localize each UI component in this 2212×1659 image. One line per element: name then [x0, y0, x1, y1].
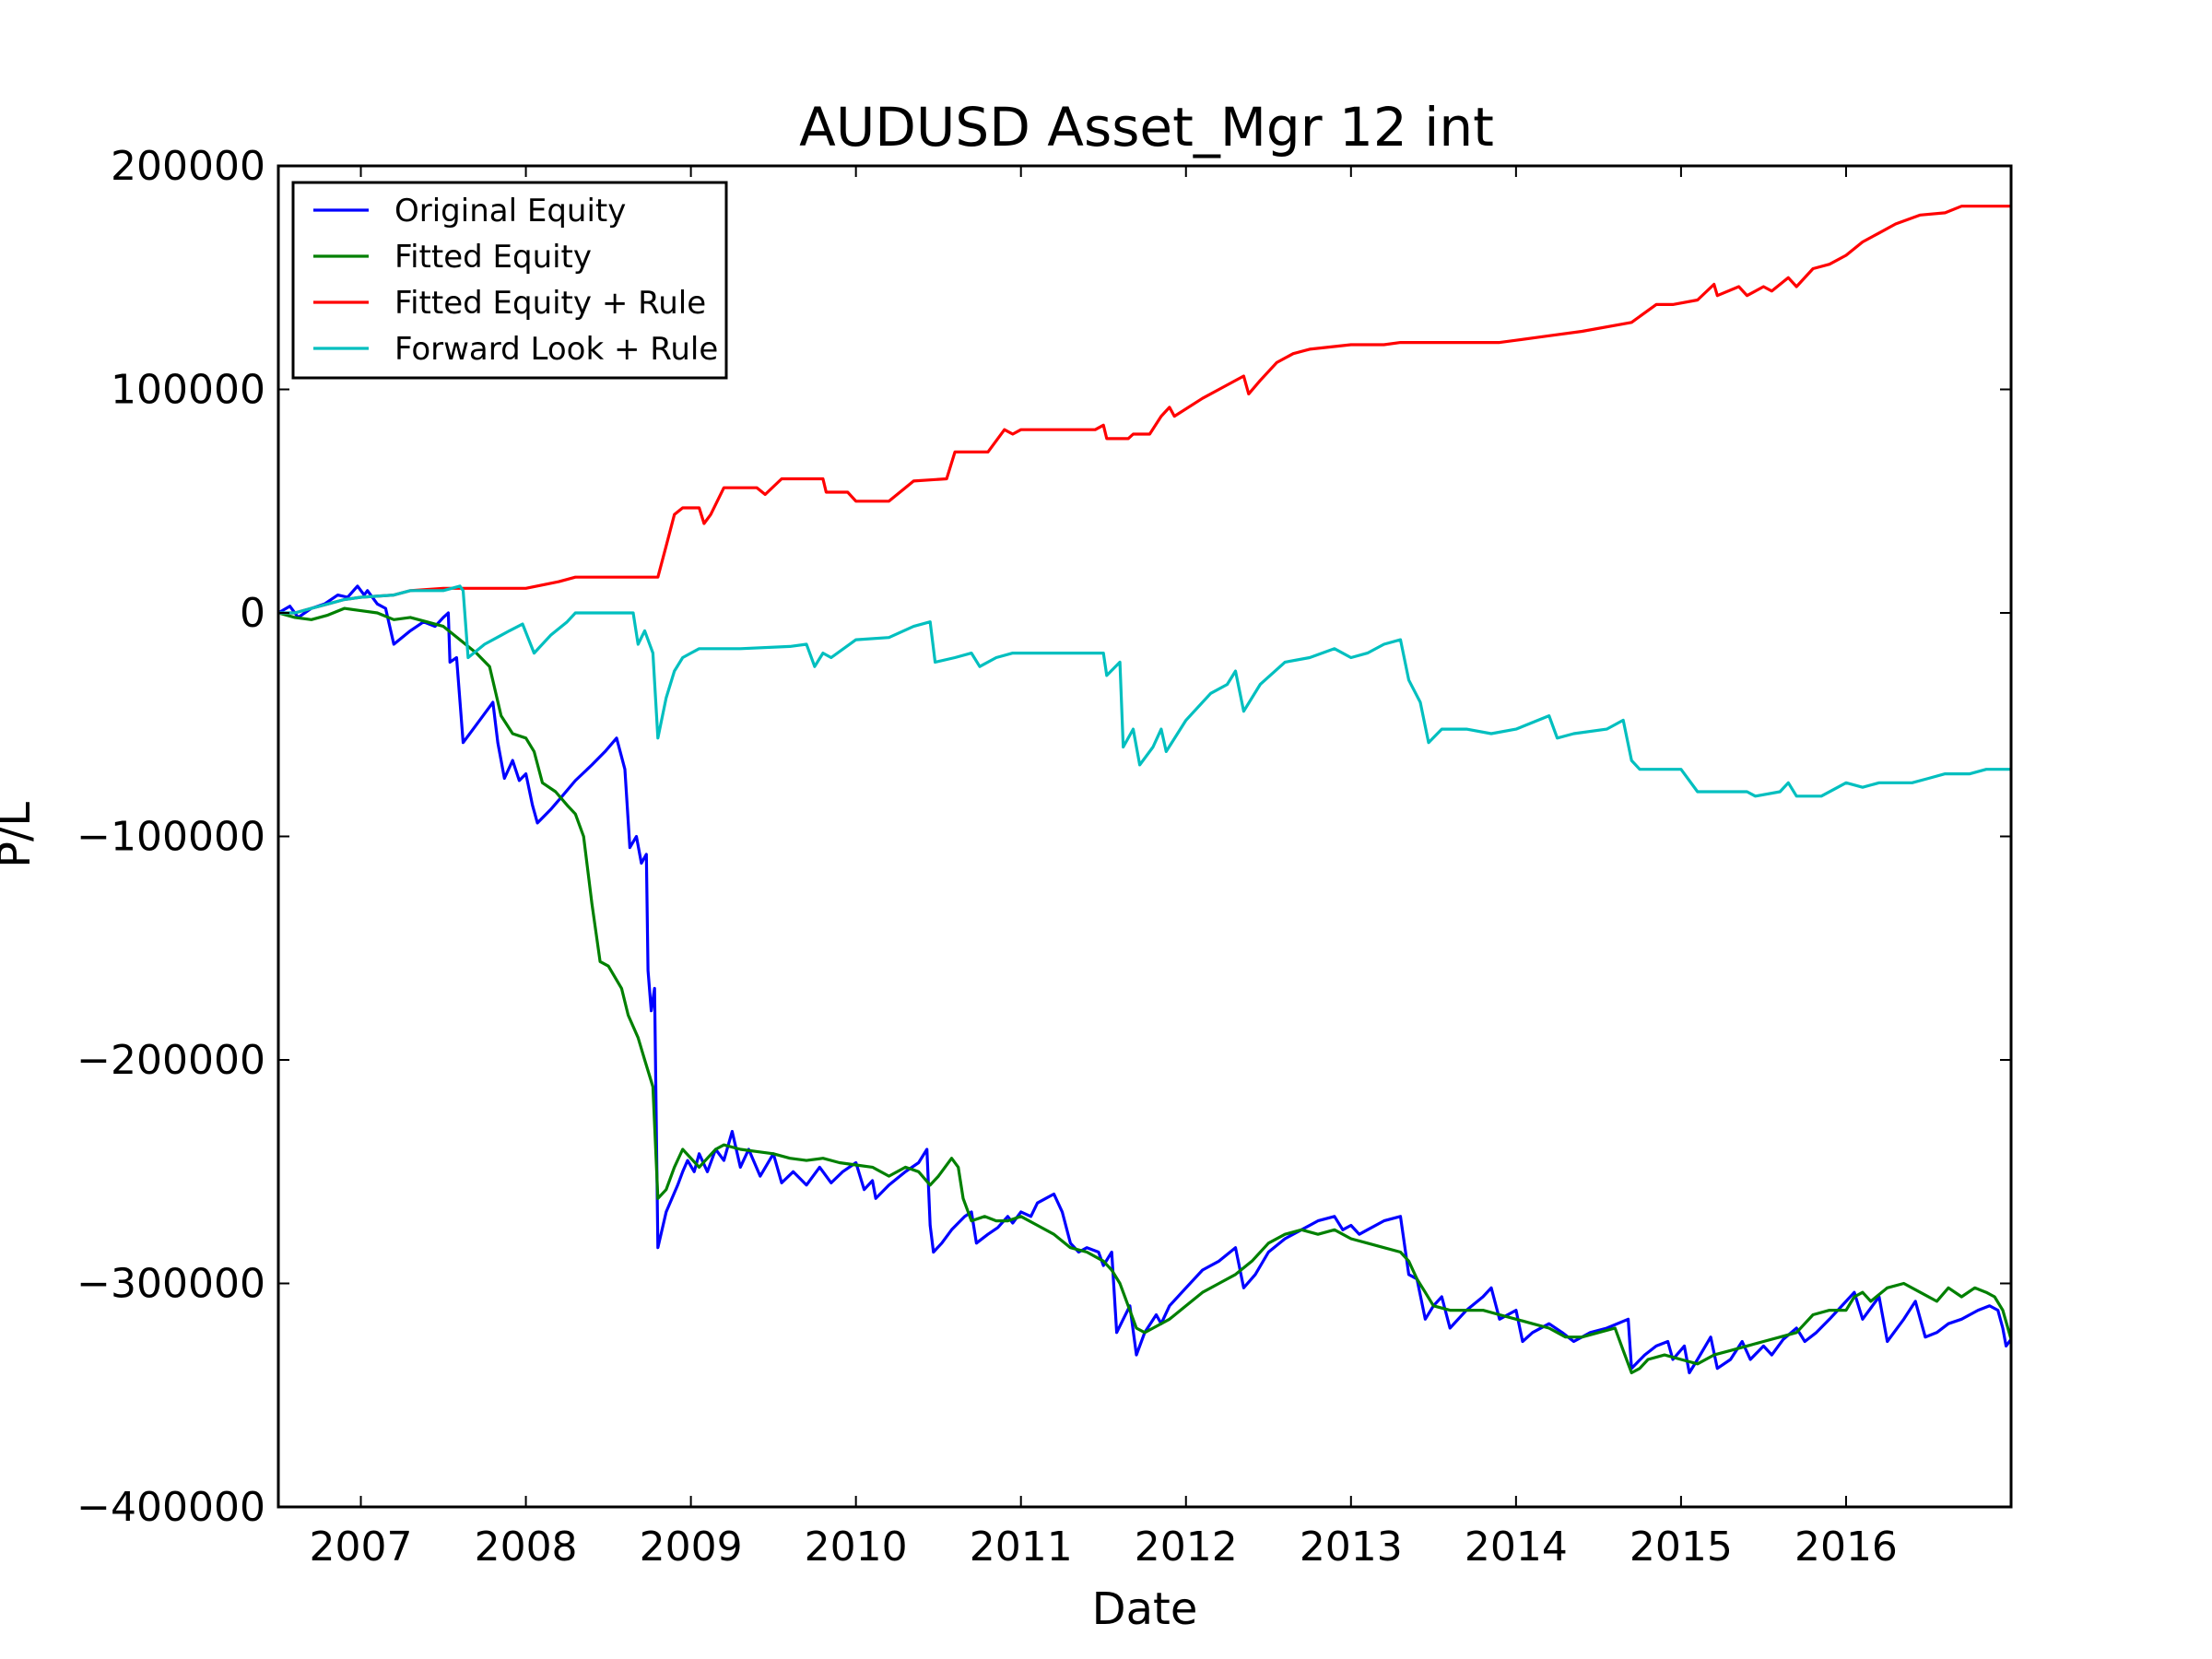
- x-axis: 2007 2008 2009 2010 2011 2012 2013 2014 2015 2016: [310, 166, 1898, 1571]
- x-tick-label: 2011: [970, 1524, 1073, 1571]
- y-tick-label: −100000: [76, 814, 265, 861]
- legend-label-2: Fitted Equity: [394, 239, 592, 276]
- y-axis: 200000 100000 0 −100000 −200000 −300000 −40000…: [76, 143, 2011, 1531]
- x-tick-label: 2012: [1135, 1524, 1238, 1571]
- x-axis-title: Date: [1092, 1583, 1198, 1635]
- x-tick-label: 2014: [1465, 1524, 1568, 1571]
- x-tick-label: 2009: [640, 1524, 743, 1571]
- legend-label-1: Original Equity: [394, 193, 626, 229]
- y-tick-label: 200000: [111, 143, 265, 190]
- x-tick-label: 2015: [1630, 1524, 1733, 1571]
- y-axis-title: P/L: [0, 802, 41, 868]
- series-line-4: [278, 584, 2011, 798]
- y-tick-label: −200000: [76, 1037, 265, 1084]
- x-tick-label: 2013: [1300, 1524, 1403, 1571]
- y-tick-label: 0: [240, 590, 265, 637]
- x-tick-label: 2008: [475, 1524, 578, 1571]
- legend-box: [291, 181, 728, 380]
- y-tick-label: 100000: [111, 367, 265, 414]
- chart-title: AUDUSD Asset_Mgr 12 int: [799, 96, 1494, 159]
- x-tick-label: 2007: [310, 1524, 413, 1571]
- y-tick-label: −400000: [76, 1484, 265, 1531]
- legend: Original Equity Fitted Equity Fitted Equit…: [291, 181, 728, 380]
- x-tick-label: 2010: [805, 1524, 908, 1571]
- x-tick-label: 2016: [1794, 1524, 1898, 1571]
- legend-label-3: Fitted Equity + Rule: [394, 285, 706, 322]
- series-line-3: [278, 205, 2011, 615]
- series-line-1: [277, 584, 2013, 1375]
- y-tick-label: −300000: [76, 1261, 265, 1308]
- series-layer: [277, 205, 2013, 1375]
- legend-label-4: Forward Look + Rule: [394, 331, 718, 368]
- series-line-2: [277, 606, 2013, 1375]
